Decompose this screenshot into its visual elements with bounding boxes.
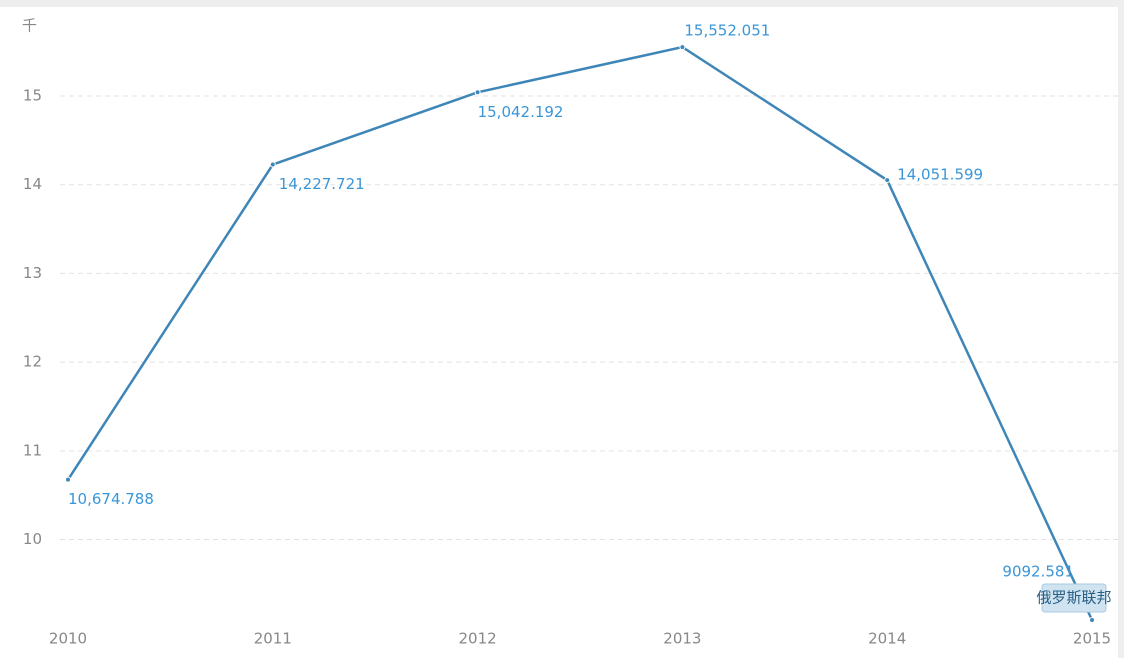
y-tick-label: 15	[23, 87, 42, 105]
value-label: 9092.581	[1002, 562, 1074, 580]
x-tick-label: 2011	[254, 630, 292, 648]
point	[269, 161, 276, 168]
x-tick-label: 2014	[868, 630, 906, 648]
x-tick-label: 2015	[1073, 630, 1111, 648]
x-tick-label: 2012	[459, 630, 497, 648]
line	[66, 45, 1094, 621]
value-label: 15,552.051	[684, 22, 770, 40]
right-strip	[1118, 0, 1124, 658]
value-label: 14,227.721	[279, 175, 365, 193]
point	[884, 177, 891, 184]
x-tick-label: 2010	[49, 630, 87, 648]
value-label: 14,051.599	[897, 166, 983, 184]
y-tick-label: 10	[23, 530, 42, 548]
point	[65, 476, 71, 483]
y-tick-label: 14	[23, 175, 42, 193]
top-strip	[0, 0, 1124, 7]
y-unit: 千	[22, 17, 37, 35]
value-label: 10,674.788	[68, 490, 154, 508]
tooltip-box	[1041, 583, 1107, 613]
tooltip-label: 俄罗斯联邦	[1036, 588, 1111, 606]
value-label: 15,042.192	[478, 103, 564, 121]
x-tick-label: 2013	[663, 630, 701, 648]
point	[474, 89, 481, 96]
point	[1089, 616, 1095, 623]
y-tick-label: 12	[23, 353, 42, 371]
y-tick-label: 11	[23, 441, 42, 459]
y-tick-label: 13	[23, 264, 42, 282]
point	[679, 44, 686, 51]
